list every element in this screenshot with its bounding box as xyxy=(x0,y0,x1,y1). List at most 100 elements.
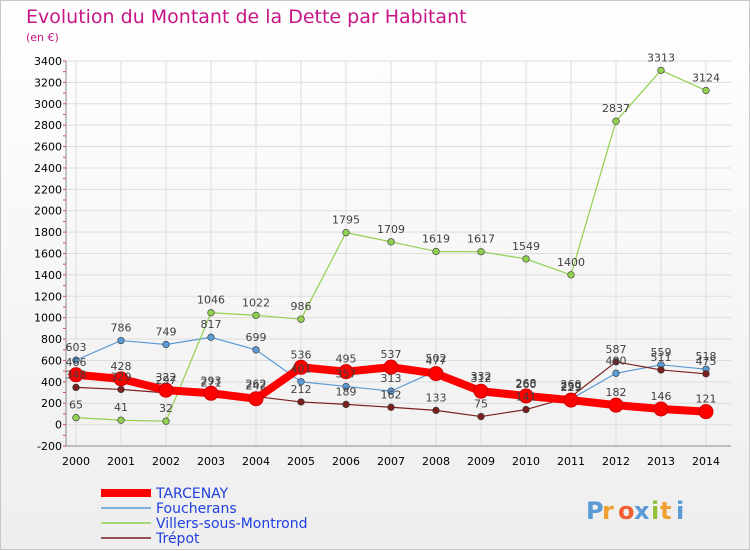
data-point-foucherans xyxy=(207,333,215,341)
data-point-foucherans xyxy=(297,378,305,386)
data-point-tr-pot xyxy=(342,400,350,408)
data-label-villers-sous-montrond: 41 xyxy=(114,401,128,414)
data-point-villers-sous-montrond xyxy=(297,315,305,323)
data-point-foucherans xyxy=(117,336,125,345)
data-point-villers-sous-montrond xyxy=(477,248,485,256)
data-label-tarcenay: 242 xyxy=(246,380,267,393)
data-label-tarcenay: 312 xyxy=(471,372,492,385)
data-label-villers-sous-montrond: 1022 xyxy=(242,296,270,309)
data-label-villers-sous-montrond: 1046 xyxy=(197,294,225,307)
data-label-foucherans: 332 xyxy=(471,370,492,383)
data-label-villers-sous-montrond: 1617 xyxy=(467,233,495,246)
data-point-tarcenay xyxy=(698,404,714,420)
data-point-tr-pot xyxy=(522,405,530,414)
logo-letter: i xyxy=(676,497,684,525)
data-point-villers-sous-montrond xyxy=(207,309,215,317)
data-point-tr-pot xyxy=(72,383,80,391)
data-label-tr-pot: 348 xyxy=(66,368,87,381)
y-tick-label: 2800 xyxy=(34,119,62,132)
chart-subtitle: (en €) xyxy=(26,31,59,44)
data-label-tarcenay: 268 xyxy=(516,377,537,390)
logo-letter: o xyxy=(618,497,635,525)
y-tick-label: -200 xyxy=(37,440,62,453)
data-point-foucherans xyxy=(72,356,80,364)
data-label-tr-pot: 475 xyxy=(696,355,717,368)
x-tick-label: 2009 xyxy=(467,455,495,468)
data-label-tr-pot: 75 xyxy=(474,398,488,411)
legend: TARCENAYFoucheransVillers-sous-MontrondT… xyxy=(101,486,308,547)
data-label-tr-pot: 162 xyxy=(381,388,402,401)
data-label-tr-pot: 141 xyxy=(516,391,537,404)
x-tick-label: 2008 xyxy=(422,455,450,468)
y-tick-label: 200 xyxy=(41,397,62,410)
data-point-tr-pot xyxy=(657,366,665,374)
data-label-villers-sous-montrond: 1400 xyxy=(557,256,585,269)
data-label-tr-pot: 260 xyxy=(561,378,582,391)
y-tick-label: 3400 xyxy=(34,55,62,68)
y-tick-label: 800 xyxy=(41,333,62,346)
data-label-tarcenay: 495 xyxy=(336,353,357,366)
y-tick-label: 2000 xyxy=(34,205,62,218)
data-label-tarcenay: 229 xyxy=(561,381,582,394)
y-tick-label: 3000 xyxy=(34,98,62,111)
data-label-tarcenay: 537 xyxy=(381,348,402,361)
data-label-tr-pot: 297 xyxy=(156,374,177,387)
data-point-tarcenay xyxy=(248,391,264,407)
axes: -200 0 200 400 600 800 1000 1200 1400 1600 1800 200… xyxy=(34,55,731,468)
data-point-tarcenay xyxy=(113,371,129,387)
data-label-foucherans: 603 xyxy=(66,341,87,354)
data-point-villers-sous-montrond xyxy=(387,238,395,246)
logo-letter: t xyxy=(660,497,671,525)
x-tick-label: 2011 xyxy=(557,455,585,468)
y-tick-label: 0 xyxy=(55,419,62,432)
x-tick-label: 2001 xyxy=(107,455,135,468)
legend-label-foucherans: Foucherans xyxy=(156,501,237,517)
x-tick-label: 2007 xyxy=(377,455,405,468)
legend-label-villers-sous-montrond: Villers-sous-Montrond xyxy=(156,516,308,532)
data-label-villers-sous-montrond: 1709 xyxy=(377,223,405,236)
data-point-tarcenay xyxy=(68,367,84,383)
data-label-villers-sous-montrond: 32 xyxy=(159,402,173,415)
data-point-tarcenay xyxy=(653,401,669,417)
data-label-foucherans: 357 xyxy=(336,367,357,380)
data-point-tarcenay xyxy=(518,388,534,404)
data-point-tr-pot xyxy=(117,385,125,394)
legend-label-tarcenay: TARCENAY xyxy=(155,486,229,502)
y-tick-label: 1000 xyxy=(34,312,62,325)
legend-label-tr-pot: Trépot xyxy=(155,531,200,547)
data-point-tr-pot xyxy=(477,412,485,421)
data-label-tarcenay: 466 xyxy=(66,356,87,369)
data-point-tr-pot xyxy=(297,398,305,406)
data-label-tr-pot: 212 xyxy=(291,383,312,396)
x-tick-label: 2003 xyxy=(197,455,225,468)
data-label-tarcenay: 428 xyxy=(111,360,132,373)
logo-letter: P xyxy=(586,497,604,525)
data-point-foucherans xyxy=(252,346,260,354)
y-tick-label: 400 xyxy=(41,376,62,389)
data-label-tr-pot: 329 xyxy=(111,370,132,383)
data-label-tarcenay: 146 xyxy=(651,390,672,403)
data-label-tr-pot: 133 xyxy=(426,391,447,404)
data-label-foucherans: 260 xyxy=(516,378,537,391)
series-group xyxy=(68,66,714,425)
data-label-villers-sous-montrond: 1619 xyxy=(422,232,450,245)
data-point-tr-pot xyxy=(612,358,620,366)
data-label-tr-pot: 189 xyxy=(336,385,357,398)
data-label-foucherans: 239 xyxy=(561,380,582,393)
data-label-foucherans: 559 xyxy=(651,346,672,359)
data-label-foucherans: 749 xyxy=(156,326,177,339)
data-label-foucherans: 786 xyxy=(111,322,132,335)
data-point-tarcenay xyxy=(338,364,354,380)
data-label-villers-sous-montrond: 2837 xyxy=(602,102,630,115)
data-label-tarcenay: 182 xyxy=(606,386,627,399)
data-point-tr-pot xyxy=(702,370,710,378)
data-label-villers-sous-montrond: 1795 xyxy=(332,214,360,227)
data-label-villers-sous-montrond: 3124 xyxy=(692,72,720,85)
data-point-tr-pot xyxy=(432,406,440,414)
data-label-foucherans: 313 xyxy=(381,372,402,385)
data-point-tr-pot xyxy=(387,403,395,411)
data-point-tarcenay xyxy=(293,359,309,375)
y-tick-label: 3200 xyxy=(34,76,62,89)
data-point-villers-sous-montrond xyxy=(702,86,710,95)
x-tick-label: 2014 xyxy=(692,455,720,468)
